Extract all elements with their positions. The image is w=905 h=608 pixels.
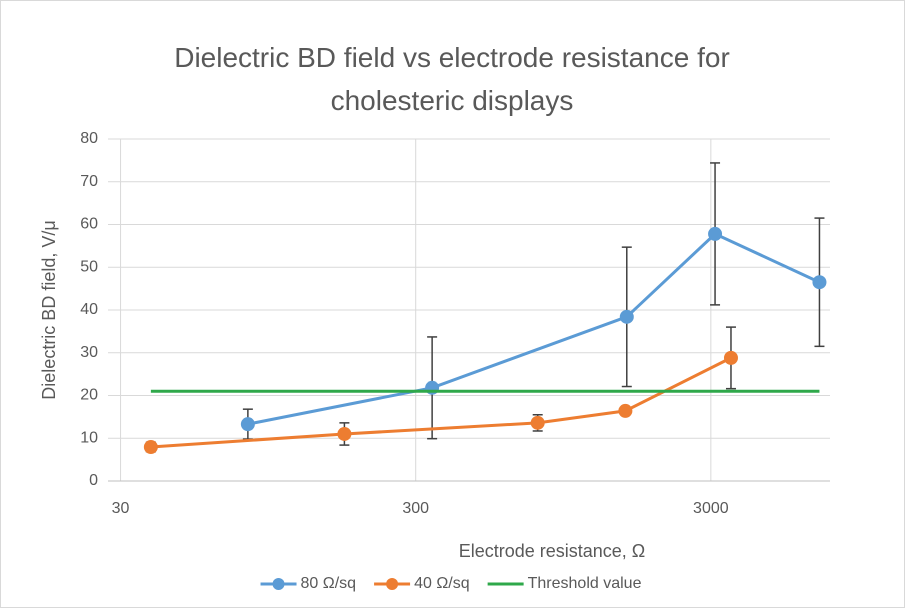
- x-axis-label: Electrode resistance, Ω: [459, 541, 646, 561]
- marker: [708, 226, 723, 241]
- y-tick-label: 0: [89, 472, 98, 489]
- legend-label: 40 Ω/sq: [414, 575, 470, 592]
- y-tick-label: 30: [80, 344, 98, 361]
- legend-label: 80 Ω/sq: [301, 575, 357, 592]
- x-tick-label: 300: [402, 500, 429, 517]
- marker: [240, 417, 255, 432]
- y-tick-label: 80: [80, 130, 98, 147]
- chart-title: Dielectric BD field vs electrode resista…: [174, 42, 730, 116]
- marker: [143, 440, 158, 455]
- x-tick-label: 3000: [693, 500, 729, 517]
- y-tick-label: 70: [80, 173, 98, 190]
- y-tick-label: 10: [80, 429, 98, 446]
- marker: [530, 415, 545, 430]
- marker: [723, 350, 738, 365]
- y-tick-label: 40: [80, 301, 98, 318]
- y-axis-label: Dielectric BD field, V/μ: [39, 220, 59, 399]
- series-line: [150, 356, 732, 449]
- x-tick-label: 30: [112, 500, 130, 517]
- legend-marker: [386, 578, 399, 590]
- y-tick-label: 60: [80, 216, 98, 233]
- marker: [812, 275, 827, 290]
- marker: [337, 426, 352, 441]
- y-tick-label: 50: [80, 258, 98, 275]
- marker: [618, 403, 633, 418]
- legend-label: Threshold value: [528, 575, 642, 592]
- y-tick-label: 20: [80, 387, 98, 404]
- marker: [619, 309, 634, 324]
- legend-marker: [272, 578, 285, 590]
